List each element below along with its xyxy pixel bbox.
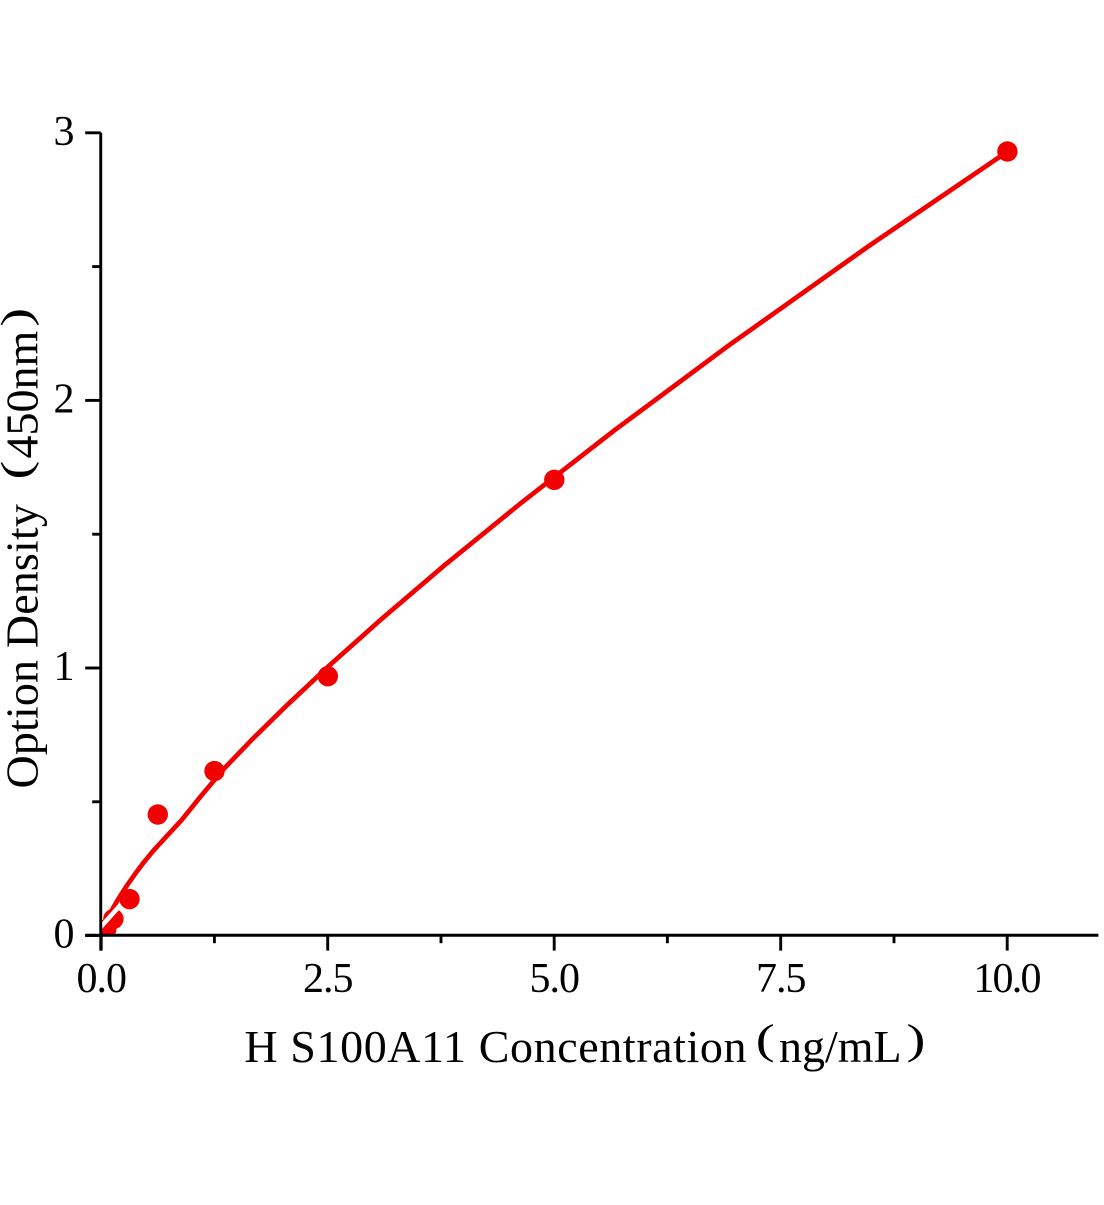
svg-text:7.5: 7.5 <box>756 956 806 1002</box>
svg-text:5.0: 5.0 <box>529 956 579 1002</box>
svg-text:H S100A11 Concentration: H S100A11 Concentration <box>244 1021 747 1072</box>
svg-text:1: 1 <box>54 644 75 690</box>
svg-text:(: ( <box>0 461 39 480</box>
svg-text:): ) <box>907 1017 926 1063</box>
svg-text:0.0: 0.0 <box>76 956 126 1002</box>
svg-text:0: 0 <box>54 912 75 958</box>
svg-text:): ) <box>0 308 39 327</box>
svg-text:(: ( <box>756 1017 775 1063</box>
svg-text:ng/mL: ng/mL <box>779 1021 902 1072</box>
svg-text:3: 3 <box>54 109 75 155</box>
svg-text:450nm: 450nm <box>0 331 48 459</box>
svg-text:2: 2 <box>54 376 75 422</box>
svg-text:Option Density: Option Density <box>0 504 48 788</box>
svg-text:2.5: 2.5 <box>303 956 353 1002</box>
svg-text:10.0: 10.0 <box>973 956 1040 1002</box>
